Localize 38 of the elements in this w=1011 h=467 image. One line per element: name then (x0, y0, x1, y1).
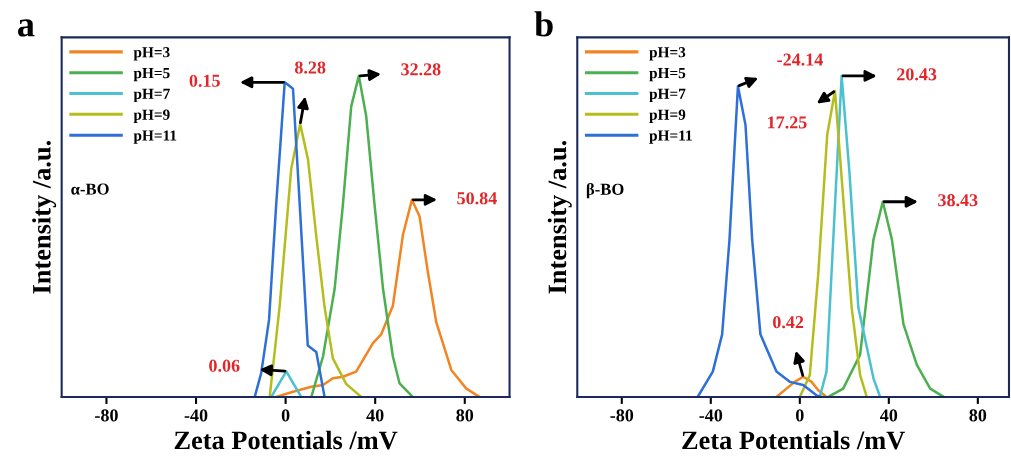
chart-title: b (534, 11, 553, 37)
x-tick-label: 80 (456, 409, 474, 422)
annotation: β-BO (586, 182, 624, 199)
legend-label: pH=11 (649, 130, 692, 144)
annotation: 0.15 (189, 74, 220, 87)
annotation: 38.43 (938, 194, 978, 207)
legend-label: pH=9 (649, 109, 686, 123)
x-tick-label: -80 (610, 409, 634, 422)
legend-label: pH=9 (133, 109, 170, 123)
annotation: 0.42 (773, 316, 804, 329)
y-axis-title: Intensity /a.u. (32, 140, 57, 294)
annotation: 8.28 (294, 61, 326, 74)
x-axis-title: Zeta Potentials /mV (174, 430, 398, 450)
legend-label: pH=11 (133, 130, 177, 144)
x-tick-label: -40 (184, 409, 208, 422)
legend-label: pH=3 (133, 47, 170, 61)
annotation: 50.84 (457, 192, 497, 205)
x-tick-label: -40 (699, 409, 723, 422)
legend-label: pH=5 (133, 68, 170, 82)
annotation: 0.06 (209, 359, 240, 372)
annotation: 20.43 (897, 68, 937, 81)
x-tick-label: 40 (880, 409, 898, 422)
legend-label: pH=5 (649, 68, 686, 82)
chart-title: a (18, 19, 35, 37)
x-tick-label: 80 (969, 409, 987, 422)
x-axis-title: Zeta Potentials /mV (682, 430, 905, 450)
x-tick-label: 40 (366, 409, 384, 422)
x-tick-label: -80 (95, 409, 118, 422)
legend-label: pH=7 (133, 88, 170, 103)
x-tick-label: 0 (281, 409, 290, 422)
annotation: 32.28 (401, 63, 441, 76)
x-tick-label: 0 (795, 409, 804, 422)
y-axis-title: Intensity /a.u. (547, 140, 572, 294)
annotation: -24.14 (777, 53, 823, 66)
legend-label: pH=7 (649, 88, 686, 103)
annotation: α-BO (71, 183, 109, 195)
annotation: 17.25 (768, 116, 807, 129)
legend-label: pH=3 (649, 47, 686, 61)
